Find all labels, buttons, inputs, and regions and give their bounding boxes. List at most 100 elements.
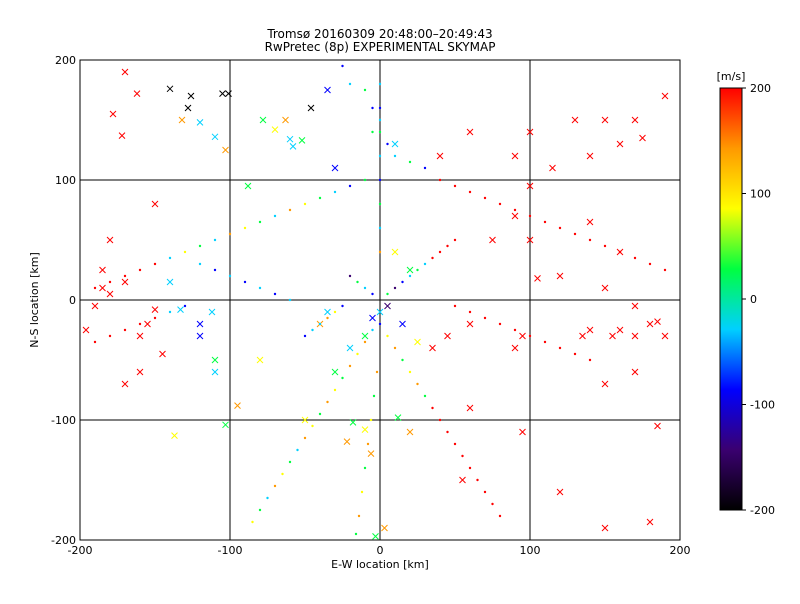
scatter-point-x <box>159 350 166 358</box>
scatter-point-x <box>286 135 294 143</box>
scatter-point-dot <box>288 298 292 302</box>
scatter-point-dot <box>123 274 127 278</box>
scatter-point-dot <box>318 412 322 416</box>
scatter-point-dot <box>393 154 397 158</box>
scatter-point-dot <box>168 310 172 314</box>
scatter-point-x <box>601 380 609 388</box>
y-tick-label: 200 <box>55 54 76 67</box>
scatter-point-dot <box>183 304 187 308</box>
scatter-point-x <box>579 332 586 340</box>
scatter-point-x <box>586 326 594 334</box>
scatter-point-dot <box>513 208 517 212</box>
scatter-point-dot <box>423 166 427 170</box>
scatter-point-x <box>361 426 369 433</box>
scatter-point-x <box>211 133 219 141</box>
scatter-point-x <box>429 344 436 352</box>
scatter-point-x <box>178 116 186 124</box>
scatter-point-dot <box>648 262 652 266</box>
scatter-point-dot <box>588 238 592 242</box>
scatter-point-dot <box>453 304 457 308</box>
scatter-point-dot <box>483 490 487 494</box>
scatter-point-x <box>184 104 192 112</box>
scatter-point-dot <box>258 508 262 512</box>
scatter-point-x <box>526 182 534 190</box>
scatter-point-x <box>631 332 639 340</box>
scatter-point-x <box>601 524 609 532</box>
scatter-point-x <box>118 132 126 139</box>
scatter-point-x <box>151 200 159 208</box>
scatter-point-dot <box>281 472 284 476</box>
scatter-point-dot <box>318 196 322 200</box>
scatter-point-dot <box>573 352 577 356</box>
scatter-point-dot <box>303 436 307 440</box>
scatter-point-x <box>211 356 219 364</box>
scatter-point-dot <box>558 346 562 350</box>
scatter-point-x <box>166 85 174 93</box>
scatter-point-x <box>406 428 414 436</box>
scatter-point-dot <box>93 286 97 290</box>
scatter-point-dot <box>296 448 299 452</box>
scatter-point-dot <box>228 274 232 278</box>
scatter-point-x <box>331 164 339 172</box>
scatter-point-dot <box>386 334 389 338</box>
scatter-point-dot <box>468 190 472 194</box>
scatter-point-dot <box>386 292 389 296</box>
scatter-point-x <box>196 332 204 340</box>
scatter-point-dot <box>416 268 419 272</box>
scatter-point-dot <box>356 352 359 356</box>
scatter-point-dot <box>348 184 352 188</box>
scatter-point-x <box>343 438 351 445</box>
scatter-point-dot <box>198 262 202 266</box>
scatter-point-dot <box>348 82 352 86</box>
chart-subtitle: RwPretec (8p) EXPERIMENTAL SKYMAP <box>264 40 496 54</box>
scatter-point-x <box>646 518 654 526</box>
scatter-point-dot <box>318 322 322 326</box>
scatter-point-x <box>616 326 624 334</box>
scatter-point-dot <box>311 424 314 428</box>
scatter-point-dot <box>273 214 277 218</box>
scatter-point-dot <box>356 280 359 284</box>
scatter-point-dot <box>483 316 487 320</box>
colorbar-tick-label: 100 <box>750 188 771 201</box>
scatter-point-dot <box>453 184 457 188</box>
scatter-point-dot <box>431 256 434 260</box>
scatter-point-x <box>289 143 297 150</box>
scatter-point-x <box>631 116 639 124</box>
scatter-point-x <box>534 275 541 282</box>
scatter-point-dot <box>183 250 187 254</box>
scatter-point-dot <box>375 370 379 374</box>
scatter-point-dot <box>378 118 382 122</box>
scatter-point-x <box>372 533 379 540</box>
scatter-point-dot <box>438 178 442 182</box>
y-tick-label: 0 <box>69 294 76 307</box>
scatter-point-x <box>244 182 252 190</box>
scatter-point-dot <box>303 202 307 206</box>
scatter-point-x <box>466 320 474 328</box>
x-tick-label: 100 <box>520 544 541 557</box>
scatter-point-dot <box>446 430 449 434</box>
scatter-point-dot <box>378 106 382 110</box>
scatter-point-dot <box>348 274 352 278</box>
scatter-point-x <box>414 338 421 346</box>
scatter-point-x <box>144 320 151 328</box>
scatter-point-x <box>367 450 375 457</box>
scatter-point-dot <box>93 340 97 344</box>
scatter-point-dot <box>266 496 269 500</box>
scatter-point-x <box>609 332 616 340</box>
scatter-point-x <box>136 368 144 376</box>
scatter-point-dot <box>453 442 457 446</box>
scatter-point-dot <box>333 310 337 314</box>
scatter-point-x <box>187 92 195 100</box>
scatter-point-x <box>511 152 519 160</box>
scatter-point-dot <box>603 244 607 248</box>
scatter-point-x <box>222 146 229 154</box>
scatter-point-x <box>556 488 564 496</box>
scatter-point-dot <box>243 226 247 230</box>
scatter-point-x <box>222 421 229 429</box>
scatter-point-dot <box>369 418 373 422</box>
scatter-point-x <box>177 306 184 313</box>
scatter-point-dot <box>153 262 157 266</box>
scatter-point-dot <box>528 214 532 218</box>
scatter-point-x <box>106 290 114 298</box>
